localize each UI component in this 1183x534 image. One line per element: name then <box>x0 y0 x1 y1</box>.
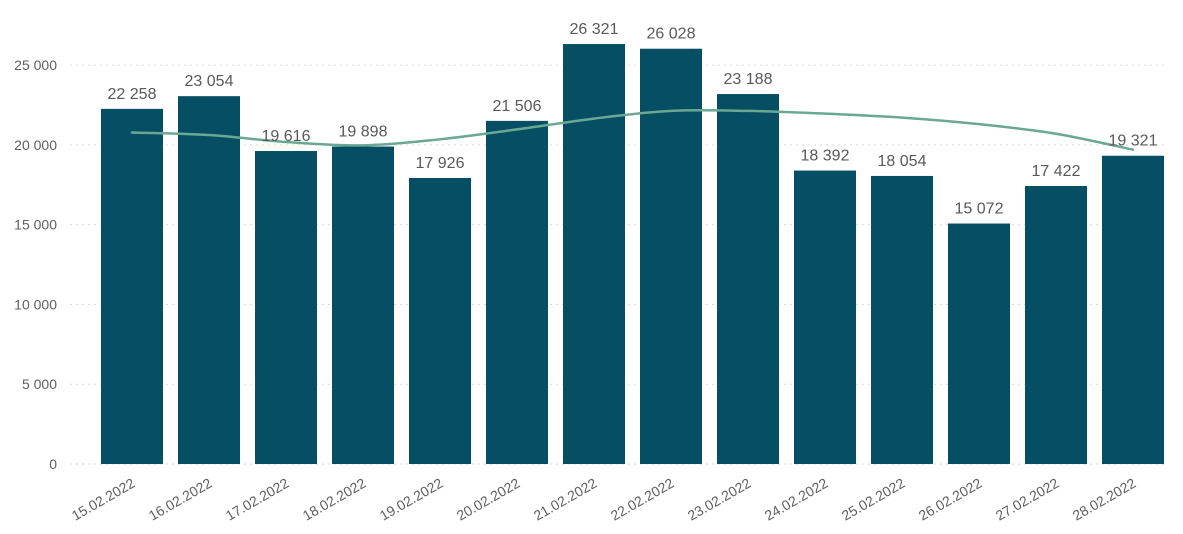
bar-labels-layer: 22 258 23 054 19 616 19 898 17 926 21 506 26 3… <box>108 21 1158 217</box>
bar-value-label: 18 392 <box>801 148 850 165</box>
bar-21.02.2022 <box>563 44 625 464</box>
bar-26.02.2022 <box>948 223 1010 464</box>
bar-value-label: 23 188 <box>724 71 773 88</box>
x-tick-label: 28.02.2022 <box>1070 475 1139 524</box>
x-tick-label: 19.02.2022 <box>377 475 446 524</box>
x-tick-label: 22.02.2022 <box>608 475 677 524</box>
bar-18.02.2022 <box>332 146 394 464</box>
bar-value-label: 22 258 <box>108 86 157 103</box>
bar-25.02.2022 <box>871 175 933 464</box>
bar-15.02.2022 <box>101 108 163 464</box>
y-tick-label: 0 <box>49 456 57 472</box>
bar-value-label: 19 321 <box>1109 133 1158 150</box>
bar-value-label: 23 054 <box>185 73 234 90</box>
x-tick-label: 21.02.2022 <box>531 475 600 524</box>
bar-20.02.2022 <box>486 120 548 465</box>
bar-value-label: 18 054 <box>878 153 927 170</box>
bar-23.02.2022 <box>717 94 779 465</box>
y-tick-label: 5 000 <box>22 376 57 392</box>
x-tick-label: 16.02.2022 <box>146 475 215 524</box>
bar-16.02.2022 <box>178 96 240 465</box>
trend-line-layer <box>130 108 1135 151</box>
x-tick-label: 25.02.2022 <box>839 475 908 524</box>
x-tick-label: 17.02.2022 <box>223 475 292 524</box>
x-tick-label: 15.02.2022 <box>69 475 138 524</box>
bar-27.02.2022 <box>1025 186 1087 464</box>
bar-24.02.2022 <box>794 170 856 464</box>
bar-value-label: 21 506 <box>493 98 542 115</box>
bar-value-label: 17 926 <box>416 155 465 172</box>
bar-28.02.2022 <box>1102 155 1164 464</box>
x-tick-label: 26.02.2022 <box>916 475 985 524</box>
bar-value-label: 19 616 <box>262 128 311 145</box>
y-tick-label: 25 000 <box>14 57 57 73</box>
bars-layer <box>101 44 1164 465</box>
x-tick-label: 20.02.2022 <box>454 475 523 524</box>
bar-value-label: 26 028 <box>647 26 696 43</box>
bar-17.02.2022 <box>255 151 317 464</box>
trend-line <box>130 108 1135 151</box>
y-axis-ticks: 0 5 000 10 000 15 000 20 000 25 000 <box>14 57 57 472</box>
bar-value-label: 26 321 <box>570 21 619 38</box>
bar-value-label: 17 422 <box>1032 163 1081 180</box>
bar-value-label: 15 072 <box>955 201 1004 218</box>
x-tick-label: 24.02.2022 <box>762 475 831 524</box>
bar-22.02.2022 <box>640 48 702 464</box>
x-tick-label: 18.02.2022 <box>300 475 369 524</box>
bar-19.02.2022 <box>409 177 471 464</box>
y-tick-label: 15 000 <box>14 217 57 233</box>
x-tick-label: 23.02.2022 <box>685 475 754 524</box>
bar-value-label: 19 898 <box>339 124 388 141</box>
x-axis-ticks: 15.02.2022 16.02.2022 17.02.2022 18.02.2022… <box>69 475 1139 524</box>
y-tick-label: 10 000 <box>14 296 57 312</box>
y-tick-label: 20 000 <box>14 137 57 153</box>
x-tick-label: 27.02.2022 <box>993 475 1062 524</box>
